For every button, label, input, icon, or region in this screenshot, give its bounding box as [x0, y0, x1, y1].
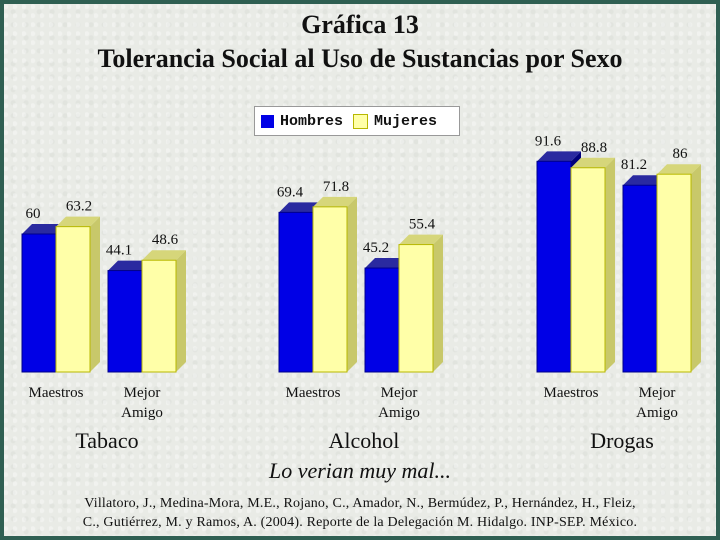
bar-side-tabaco-1-1	[176, 250, 186, 372]
bar-drogas-1-mujeres	[656, 173, 692, 373]
bar-top-tabaco-1-1	[142, 250, 186, 261]
category-label: Amigo	[636, 405, 678, 421]
source-line-1: Villatoro, J., Medina-Mora, M.E., Rojano…	[84, 496, 636, 511]
data-label: 88.8	[581, 140, 607, 156]
data-label: 48.6	[152, 232, 179, 248]
source-citation: Villatoro, J., Medina-Mora, M.E., Rojano…	[0, 494, 720, 532]
category-label: Mejor	[381, 385, 418, 401]
category-label: Maestros	[29, 385, 84, 401]
legend-label-mujeres: Mujeres	[374, 112, 438, 130]
bar-top-alcohol-1-1	[399, 234, 443, 245]
bar-tabaco-0-hombres	[21, 233, 57, 373]
bar-drogas-1-hombres	[622, 184, 658, 373]
data-label: 63.2	[66, 199, 92, 215]
bar-side-drogas-0-1	[605, 157, 615, 372]
chart-legend: Hombres Mujeres	[254, 106, 460, 136]
data-label: 81.2	[621, 157, 647, 173]
bar-top-alcohol-1-0	[365, 258, 409, 269]
legend-swatch-mujeres	[353, 113, 369, 129]
bar-alcohol-0-hombres	[278, 211, 314, 373]
legend-label-hombres: Hombres	[280, 112, 344, 130]
bar-top-tabaco-0-0	[22, 224, 66, 234]
bar-top-tabaco-1-0	[108, 260, 152, 271]
bar-side-alcohol-0-1	[347, 196, 357, 372]
bar-alcohol-1-mujeres	[398, 244, 434, 373]
bar-side-tabaco-0-1	[90, 216, 100, 372]
bar-drogas-0-mujeres	[570, 167, 606, 373]
category-label: Mejor	[124, 385, 161, 401]
bar-top-tabaco-0-1	[56, 216, 100, 227]
chart-title: Gráfica 13	[301, 10, 419, 39]
legend-item-hombres: Hombres	[261, 113, 343, 130]
data-label: 55.4	[409, 217, 436, 233]
bar-top-alcohol-0-0	[279, 202, 323, 213]
legend-item-mujeres: Mujeres	[353, 113, 437, 130]
source-line-2: C., Gutiérrez, M. y Ramos, A. (2004). Re…	[82, 515, 638, 530]
chart-caption: Lo verian muy mal...	[268, 458, 452, 483]
category-label: Amigo	[378, 405, 420, 421]
legend-swatch-hombres	[261, 114, 274, 128]
bar-alcohol-0-mujeres	[312, 206, 348, 373]
group-label: Tabaco	[75, 428, 138, 453]
category-label: Amigo	[121, 405, 163, 421]
bar-side-alcohol-1-1	[433, 234, 443, 372]
data-label: 91.6	[535, 133, 562, 149]
data-label: 60	[26, 206, 41, 222]
bar-top-drogas-1-1	[657, 164, 701, 175]
group-label: Drogas	[590, 428, 654, 453]
chart-subtitle: Tolerancia Social al Uso de Sustancias p…	[97, 44, 623, 73]
category-label: Maestros	[286, 385, 341, 401]
data-label: 86	[673, 146, 689, 162]
data-label: 71.8	[323, 179, 349, 195]
group-label: Alcohol	[329, 428, 400, 453]
data-label: 44.1	[106, 243, 132, 259]
category-label: Maestros	[544, 385, 599, 401]
data-label: 69.4	[277, 184, 304, 200]
bar-tabaco-0-mujeres	[55, 226, 91, 373]
bar-top-drogas-0-0	[537, 151, 581, 162]
bar-tabaco-1-mujeres	[141, 259, 177, 373]
data-label: 45.2	[363, 240, 389, 256]
bar-top-drogas-1-0	[623, 175, 667, 186]
bar-top-drogas-0-1	[571, 157, 615, 168]
bar-tabaco-1-hombres	[107, 270, 143, 373]
bar-top-alcohol-0-1	[313, 196, 357, 207]
bar-alcohol-1-hombres	[364, 267, 400, 373]
bar-drogas-0-hombres	[536, 160, 572, 373]
bar-side-drogas-1-1	[691, 164, 701, 372]
category-label: Mejor	[639, 385, 676, 401]
